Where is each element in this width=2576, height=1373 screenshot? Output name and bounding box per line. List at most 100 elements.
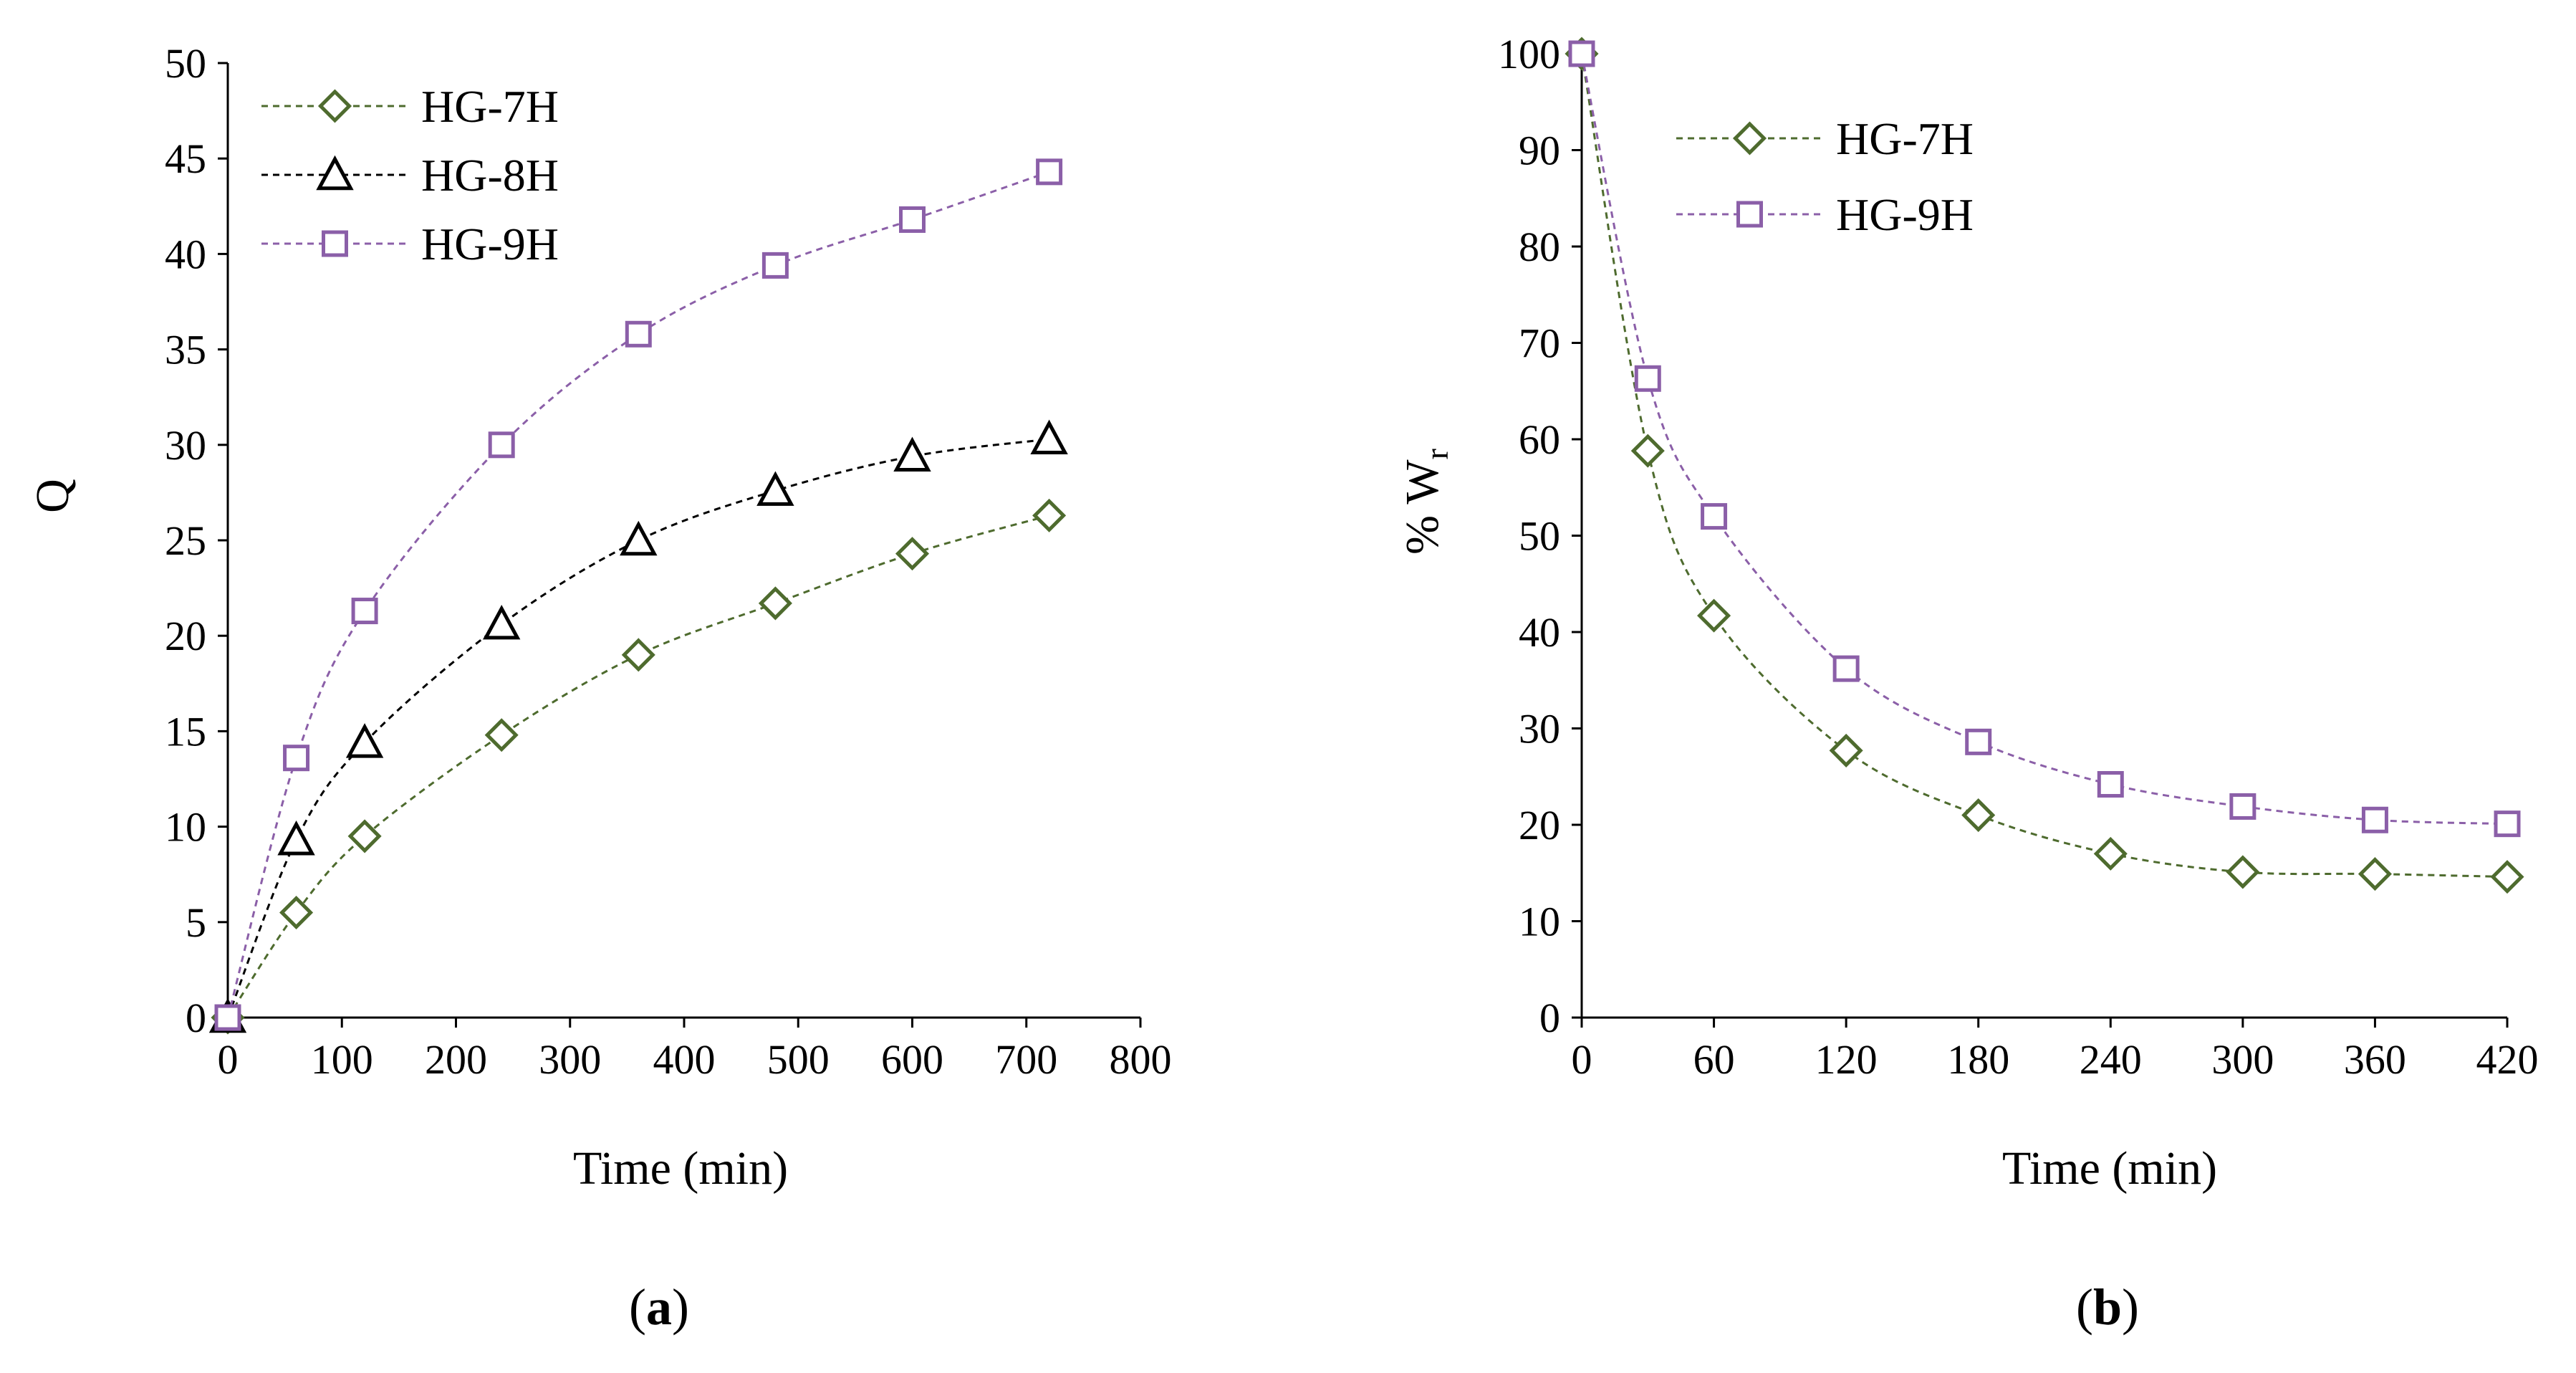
data-point-hg-7h: [2226, 855, 2260, 889]
data-point-hg-9h: [283, 745, 310, 772]
data-point-hg-7h: [1829, 733, 1863, 767]
data-point-hg-9h: [1634, 365, 1661, 392]
y-axis-title-b-main: % W: [1396, 459, 1448, 555]
legend-item-hg-7h: HG-7H: [261, 81, 559, 132]
x-axis-title-a: Time (min): [573, 1142, 788, 1195]
y-tick-label: 10: [1519, 899, 1560, 945]
x-tick-label: 600: [881, 1036, 943, 1083]
y-tick-label: 40: [165, 231, 206, 277]
legend-label: HG-7H: [1836, 113, 1974, 164]
chart-panel-a: 0 100 200 300 400 500 600 700 800 0 5 10 15 20 25 30 35 4…: [27, 40, 1172, 1336]
series-hg-7h: [211, 498, 1067, 1035]
y-tick-label: 25: [165, 517, 206, 564]
data-point-hg-7h: [1630, 434, 1665, 468]
series-hg-7h: [1565, 37, 2524, 894]
y-tick-label: 10: [165, 804, 206, 851]
series-line-hg-7h: [226, 514, 1050, 1018]
legend-marker: [322, 230, 348, 257]
y-tick-label: 40: [1519, 609, 1560, 656]
y-tick-label: 50: [1519, 513, 1560, 560]
y-tick-label: 80: [1519, 224, 1560, 270]
x-tick-label: 200: [425, 1036, 487, 1083]
y-tick-label: 30: [1519, 706, 1560, 752]
legend-marker: [317, 89, 352, 123]
data-point-hg-7h: [1032, 498, 1067, 532]
y-tick-label: 20: [1519, 802, 1560, 848]
x-tick-label: 120: [1815, 1036, 1878, 1083]
data-point-hg-8h: [756, 471, 794, 506]
x-tick-label: 100: [311, 1036, 373, 1083]
x-tick-label: 500: [767, 1036, 830, 1083]
panel-label-a: (a): [629, 1278, 689, 1336]
data-point-hg-7h: [2093, 836, 2128, 871]
y-tick-label: 15: [165, 708, 206, 755]
data-point-hg-7h: [621, 638, 655, 672]
series-line-hg-8h: [226, 438, 1049, 1018]
x-tick-label: 0: [218, 1036, 239, 1083]
data-point-hg-9h: [351, 598, 378, 625]
series-line-hg-9h: [1580, 53, 2508, 826]
data-point-hg-8h: [277, 820, 315, 856]
axes-a: 0 100 200 300 400 500 600 700 800 0 5 10 15 20 25 30 35 4…: [165, 40, 1172, 1083]
y-tick-label: 20: [165, 613, 206, 659]
data-point-hg-9h: [625, 320, 652, 348]
y-axis-title-a: Q: [27, 479, 79, 513]
data-point-hg-7h: [1697, 598, 1731, 633]
axes-b: 0 60 120 180 240 300 360 420 0 10 20 30 40 50 60 70 80 90…: [1498, 31, 2539, 1083]
legend-item-hg-7h: HG-7H: [1676, 113, 1974, 164]
data-point-hg-8h: [620, 520, 658, 556]
legend-marker: [1732, 121, 1767, 156]
legend-marker: [316, 155, 354, 191]
data-point-hg-7h: [895, 537, 930, 571]
y-tick-label: 100: [1498, 31, 1560, 77]
data-point-hg-8h: [483, 604, 521, 640]
data-point-hg-7h: [758, 586, 792, 621]
legend-item-hg-8h: HG-8H: [261, 150, 559, 201]
x-tick-label: 180: [1947, 1036, 2009, 1083]
data-point-hg-7h: [279, 895, 314, 930]
x-tick-label: 60: [1693, 1036, 1735, 1083]
data-point-hg-9h: [761, 252, 789, 279]
series-hg-8h: [208, 419, 1068, 1033]
y-tick-label: 5: [186, 899, 206, 946]
y-tick-label: 60: [1519, 416, 1560, 463]
y-tick-label: 35: [165, 327, 206, 373]
data-point-hg-7h: [347, 819, 382, 853]
data-point-hg-9h: [488, 431, 515, 459]
data-point-hg-9h: [1965, 728, 1992, 755]
x-tick-label: 700: [995, 1036, 1057, 1083]
data-point-hg-9h: [1036, 158, 1063, 186]
data-point-hg-8h: [1030, 419, 1068, 455]
legend-label: HG-8H: [421, 150, 559, 201]
data-point-hg-7h: [2358, 857, 2392, 891]
x-axis-title-b: Time (min): [2002, 1142, 2217, 1195]
panel-label-b-letter: b: [2093, 1278, 2122, 1336]
series-group-a: [208, 158, 1068, 1035]
x-tick-label: 360: [2344, 1036, 2406, 1083]
legend-label: HG-9H: [1836, 189, 1974, 240]
legend-label: HG-9H: [421, 219, 559, 269]
legend-item-hg-9h: HG-9H: [261, 219, 559, 269]
panel-label-b: (b): [2076, 1278, 2139, 1336]
y-tick-label: 45: [165, 135, 206, 182]
data-point-hg-8h: [893, 436, 931, 472]
data-point-hg-9h: [1832, 655, 1860, 682]
data-point-hg-7h: [2490, 860, 2524, 894]
series-group-b: [1565, 37, 2524, 894]
y-tick-label: 0: [186, 995, 206, 1041]
x-tick-label: 420: [2476, 1036, 2539, 1083]
data-point-hg-9h: [2361, 806, 2388, 833]
data-point-hg-9h: [214, 1004, 241, 1031]
x-tick-label: 400: [653, 1036, 716, 1083]
data-point-hg-9h: [899, 206, 926, 233]
x-tick-label: 800: [1110, 1036, 1172, 1083]
x-tick-label: 0: [1572, 1036, 1592, 1083]
x-tick-label: 240: [2080, 1036, 2142, 1083]
x-tick-label: 300: [539, 1036, 601, 1083]
legend-item-hg-9h: HG-9H: [1676, 189, 1974, 240]
y-axis-title-b-subscript: r: [1418, 449, 1455, 459]
data-point-hg-9h: [1568, 40, 1595, 67]
data-point-hg-8h: [345, 723, 384, 758]
legend-b: HG-7H HG-9H: [1676, 113, 1974, 240]
